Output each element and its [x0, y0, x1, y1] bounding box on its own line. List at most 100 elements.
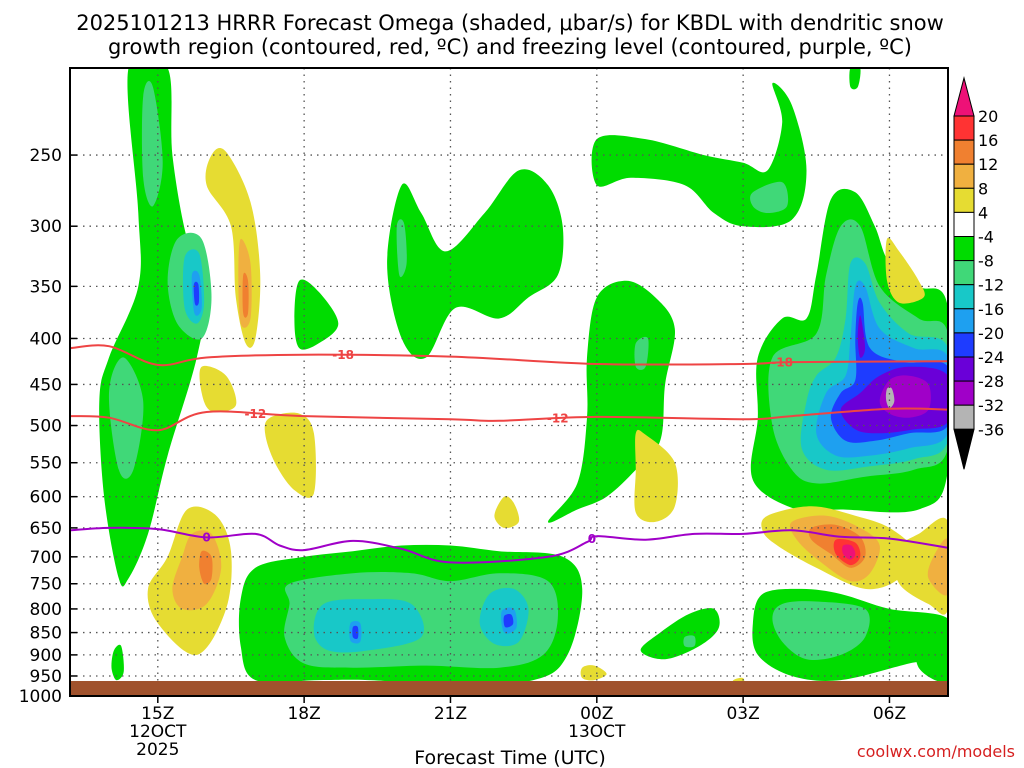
- omega-region-17: [387, 169, 564, 359]
- isotherm-label--18-0: -18: [332, 348, 354, 362]
- x-tick-date-00Z: 13OCT: [568, 722, 626, 742]
- omega-region-26: [503, 614, 514, 628]
- x-tick-label-06Z: 06Z: [873, 704, 906, 724]
- plot-frame: [69, 67, 949, 697]
- colorbar-segment-1: [953, 115, 975, 141]
- colorbar-label-7: -12: [978, 276, 1004, 295]
- omega-region-2: [141, 81, 163, 207]
- omega-region-30: [634, 429, 678, 523]
- y-tick-label-750: 750: [30, 575, 62, 595]
- x-tick-label-21Z: 21Z: [434, 704, 467, 724]
- omega-region-31: [580, 665, 607, 681]
- y-tick-label-450: 450: [30, 375, 62, 395]
- y-tick-label-1000: 1000: [19, 687, 62, 707]
- omega-region-53: [772, 601, 870, 660]
- y-tick-label-600: 600: [30, 488, 62, 508]
- omega-region-29: [634, 336, 649, 370]
- colorbar-segment-5: [953, 211, 975, 237]
- colorbar-label-13: -36: [978, 420, 1004, 439]
- omega-shading: [99, 68, 948, 688]
- omega-region-39: [857, 315, 866, 358]
- colorbar-label-5: -4: [978, 228, 994, 247]
- colorbar-segment-9: [953, 308, 975, 334]
- colorbar-label-9: -20: [978, 324, 1004, 343]
- chart-title-line1: 2025101213 HRRR Forecast Omega (shaded, …: [76, 11, 944, 35]
- colorbar-label-4: 4: [978, 203, 988, 222]
- omega-region-18: [396, 219, 407, 278]
- y-tick-label-850: 850: [30, 624, 62, 644]
- y-tick-label-350: 350: [30, 277, 62, 297]
- colorbar-segment-2: [953, 139, 975, 165]
- gridlines: [70, 68, 948, 697]
- x-tick-date-15Z: 12OCT: [129, 722, 187, 742]
- isotherm-line--12: [70, 407, 948, 432]
- colorbar-label-1: 16: [978, 131, 998, 150]
- y-tick-label-300: 300: [30, 217, 62, 237]
- colorbar-segment-4: [953, 187, 975, 213]
- omega-region-15: [264, 412, 317, 498]
- x-tick-label-18Z: 18Z: [287, 704, 320, 724]
- omega-region-13: [172, 530, 222, 611]
- colorbar-label-6: -8: [978, 252, 994, 271]
- omega-region-54: [915, 624, 948, 683]
- colorbar-segment-11: [953, 356, 975, 382]
- y-tick-label-550: 550: [30, 454, 62, 474]
- chart-title-line2: growth region (contoured, red, ºC) and f…: [108, 35, 912, 59]
- colorbar-label-11: -28: [978, 372, 1004, 391]
- colorbar-segment-13: [953, 404, 975, 430]
- ground-strip: [70, 681, 948, 696]
- omega-region-32: [591, 82, 807, 228]
- omega-region-11: [199, 365, 237, 413]
- omega-region-6: [193, 281, 200, 306]
- x-tick-label-03Z: 03Z: [726, 704, 759, 724]
- omega-region-50: [927, 538, 948, 596]
- colorbar-label-12: -32: [978, 396, 1004, 415]
- omega-region-49: [892, 517, 948, 615]
- credit-text: coolwx.com/models: [857, 742, 1015, 761]
- colorbar-label-2: 12: [978, 155, 998, 174]
- x-tick-year-15Z: 2025: [136, 740, 179, 760]
- colorbar-label-10: -24: [978, 348, 1004, 367]
- x-tick-label-00Z: 00Z: [580, 704, 613, 724]
- isotherm-label--12-0: -12: [245, 407, 267, 421]
- isotherm-line-0: [70, 526, 948, 564]
- omega-region-51: [885, 237, 925, 304]
- colorbar-segment-12: [953, 380, 975, 406]
- colorbar-top-arrow: [953, 76, 975, 117]
- omega-region-1: [108, 357, 144, 479]
- isotherm-line--18: [70, 344, 948, 367]
- omega-region-10: [242, 272, 249, 318]
- isotherm-label-0-0: 0: [202, 530, 210, 544]
- isotherm-contours: -18 -18 -12 -12 0 0: [70, 344, 948, 564]
- colorbar-segment-7: [953, 260, 975, 286]
- colorbar: 20 16 12 8 4 -4 -8 -12 -16 -20 -24 -28 -32 -36: [953, 76, 1004, 470]
- omega-region-7: [111, 644, 124, 681]
- y-tick-label-800: 800: [30, 600, 62, 620]
- colorbar-segment-10: [953, 332, 975, 358]
- colorbar-segment-8: [953, 284, 975, 310]
- y-tick-label-950: 950: [30, 667, 62, 687]
- x-axis-label: Forecast Time (UTC): [414, 747, 605, 768]
- y-tick-label-700: 700: [30, 548, 62, 568]
- omega-region-43: [849, 68, 861, 90]
- colorbar-segment-6: [953, 236, 975, 262]
- colorbar-segment-3: [953, 163, 975, 189]
- isotherm-label--12-1: -12: [547, 411, 569, 425]
- omega-region-21: [313, 598, 425, 653]
- omega-region-42: [885, 387, 895, 409]
- omega-region-56: [683, 635, 696, 648]
- isotherm-label-0-1: 0: [588, 532, 596, 546]
- y-tick-label-900: 900: [30, 646, 62, 666]
- y-tick-label-250: 250: [30, 146, 62, 166]
- omega-region-27: [494, 496, 520, 529]
- omega-region-41: [879, 375, 931, 418]
- y-tick-label-500: 500: [30, 417, 62, 437]
- omega-region-16: [294, 279, 339, 350]
- x-tick-label-15Z: 15Z: [141, 704, 174, 724]
- omega-region-14: [199, 550, 213, 585]
- isotherm-label--18-1: -18: [771, 355, 793, 369]
- omega-region-25: [352, 625, 359, 639]
- colorbar-label-3: 8: [978, 179, 988, 198]
